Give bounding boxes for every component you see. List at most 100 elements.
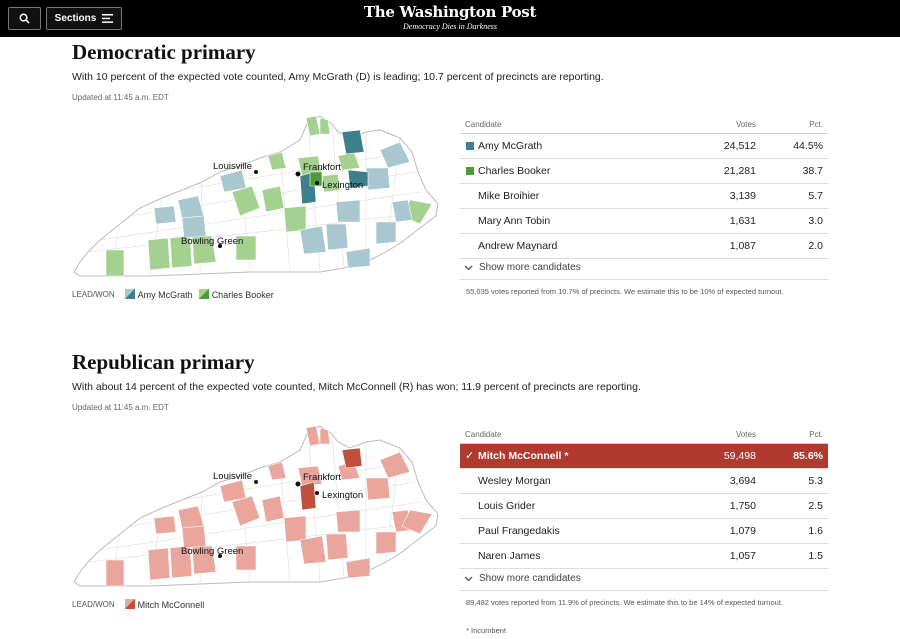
- incumbent-note: * Incumbent: [466, 626, 507, 635]
- republican-summary: With about 14 percent of the expected vo…: [72, 381, 641, 393]
- candidate-votes: 1,087: [690, 233, 761, 259]
- candidate-pct: 44.5%: [760, 133, 828, 159]
- lexington-dot: [315, 181, 319, 185]
- democratic-primary-section: Democratic primary With 10 percent of th…: [72, 40, 832, 102]
- candidate-votes: 1,079: [690, 518, 761, 544]
- table-row: Charles Booker 21,281 38.7: [460, 158, 828, 184]
- candidate-name: Paul Frangedakis: [460, 518, 690, 544]
- republican-show-more-button[interactable]: Show more candidates: [464, 573, 581, 584]
- sections-menu-button[interactable]: Sections: [46, 7, 122, 30]
- democratic-updated: Updated at 11:45 a.m. EDT: [72, 93, 169, 102]
- bowling-green-label: Bowling Green: [181, 546, 243, 557]
- bowling-green-dot: [218, 554, 222, 558]
- louisville-label: Louisville: [213, 471, 252, 482]
- search-button[interactable]: [8, 7, 41, 30]
- candidate-votes: 24,512: [690, 133, 761, 159]
- candidate-pct: 5.3: [760, 468, 828, 494]
- republican-footnote: 89,482 votes reported from 11.9% of prec…: [466, 598, 783, 607]
- table-row: Mary Ann Tobin 1,631 3.0: [460, 208, 828, 234]
- votes-header: Votes: [690, 426, 761, 444]
- table-header-row: Candidate Votes Pct.: [460, 116, 828, 134]
- table-header-row: Candidate Votes Pct.: [460, 426, 828, 444]
- lexington-label: Lexington: [322, 490, 363, 501]
- legend-item-booker: Charles Booker: [198, 289, 274, 300]
- candidate-name: Wesley Morgan: [460, 468, 690, 494]
- candidate-name: Andrew Maynard: [460, 233, 690, 259]
- mcgrath-swatch: [124, 289, 135, 299]
- candidate-pct: 1.5: [760, 543, 828, 569]
- republican-primary-section: Republican primary With about 14 percent…: [72, 350, 832, 412]
- table-row: Paul Frangedakis 1,079 1.6: [460, 518, 828, 544]
- divider: [460, 279, 828, 280]
- candidate-pct: 85.6%: [760, 443, 828, 469]
- pct-header: Pct.: [760, 116, 828, 134]
- table-row: Amy McGrath 24,512 44.5%: [460, 133, 828, 159]
- sections-label: Sections: [54, 13, 97, 24]
- candidate-name: Charles Booker: [478, 165, 551, 177]
- candidate-pct: 38.7: [760, 158, 828, 184]
- frankfort-label: Frankfort: [303, 472, 341, 483]
- democratic-map-legend: LEAD/WON Amy McGrath Charles Booker: [72, 289, 274, 300]
- lexington-label: Lexington: [322, 180, 363, 191]
- candidate-pct: 5.7: [760, 183, 828, 209]
- candidate-pct: 2.0: [760, 233, 828, 259]
- show-more-label: Show more candidates: [479, 262, 581, 273]
- show-more-label: Show more candidates: [479, 573, 581, 584]
- mcconnell-swatch: [124, 599, 135, 609]
- candidate-name: Amy McGrath: [478, 140, 543, 152]
- republican-results-table: Candidate Votes Pct. ✓ Mitch McConnell * …: [460, 426, 828, 569]
- table-row: Andrew Maynard 1,087 2.0: [460, 233, 828, 259]
- top-navigation-bar: Sections The Washington Post Democracy D…: [0, 0, 900, 37]
- candidate-name: Mitch McConnell *: [478, 450, 569, 462]
- candidate-pct: 2.5: [760, 493, 828, 519]
- mcgrath-color-swatch: [466, 142, 474, 150]
- candidate-votes: 21,281: [690, 158, 761, 184]
- louisville-label: Louisville: [213, 161, 252, 172]
- divider: [460, 590, 828, 591]
- democratic-summary: With 10 percent of the expected vote cou…: [72, 71, 604, 83]
- candidate-votes: 1,750: [690, 493, 761, 519]
- votes-header: Votes: [690, 116, 761, 134]
- table-row: Mike Broihier 3,139 5.7: [460, 183, 828, 209]
- candidate-name: Mike Broihier: [460, 183, 690, 209]
- republican-legend-label: LEAD/WON: [72, 600, 115, 609]
- bowling-green-dot: [218, 244, 222, 248]
- check-icon: ✓: [465, 450, 475, 462]
- candidate-votes: 3,694: [690, 468, 761, 494]
- republican-title: Republican primary: [72, 350, 255, 374]
- washington-post-logo[interactable]: The Washington Post Democracy Dies in Da…: [340, 3, 560, 31]
- legend-item-mcconnell: Mitch McConnell: [124, 599, 204, 610]
- legend-item-mcgrath: Amy McGrath: [124, 289, 193, 300]
- hamburger-icon: [102, 14, 114, 23]
- search-icon: [19, 13, 30, 24]
- chevron-down-icon: [464, 576, 473, 581]
- republican-updated: Updated at 11:45 a.m. EDT: [72, 403, 169, 412]
- mcgrath-counties: [153, 141, 413, 269]
- frankfort-dot: [294, 480, 302, 488]
- candidate-name: Naren James: [460, 543, 690, 569]
- table-row: Naren James 1,057 1.5: [460, 543, 828, 569]
- democratic-show-more-button[interactable]: Show more candidates: [464, 262, 581, 273]
- frankfort-dot: [294, 170, 302, 178]
- logo-text: The Washington Post: [363, 3, 537, 21]
- lexington-dot: [315, 491, 319, 495]
- louisville-dot: [254, 170, 258, 174]
- candidate-header: Candidate: [460, 116, 690, 134]
- candidate-votes: 1,057: [690, 543, 761, 569]
- candidate-name: Mary Ann Tobin: [460, 208, 690, 234]
- table-row-winner: ✓ Mitch McConnell * 59,498 85.6%: [460, 443, 828, 469]
- democratic-footnote: 55,035 votes reported from 10.7% of prec…: [466, 287, 784, 296]
- booker-strong-counties: [309, 171, 323, 187]
- candidate-pct: 3.0: [760, 208, 828, 234]
- republican-county-map[interactable]: Louisville Frankfort Lexington Bowling G…: [70, 422, 450, 592]
- democratic-legend-label: LEAD/WON: [72, 290, 115, 299]
- candidate-header: Candidate: [460, 426, 690, 444]
- democratic-county-map[interactable]: Louisville Frankfort Lexington Bowling G…: [70, 112, 450, 282]
- table-row: Wesley Morgan 3,694 5.3: [460, 468, 828, 494]
- booker-swatch: [198, 289, 209, 299]
- booker-counties: [105, 115, 433, 277]
- candidate-votes: 59,498: [690, 443, 761, 469]
- candidate-pct: 1.6: [760, 518, 828, 544]
- democratic-title: Democratic primary: [72, 40, 256, 64]
- booker-color-swatch: [466, 167, 474, 175]
